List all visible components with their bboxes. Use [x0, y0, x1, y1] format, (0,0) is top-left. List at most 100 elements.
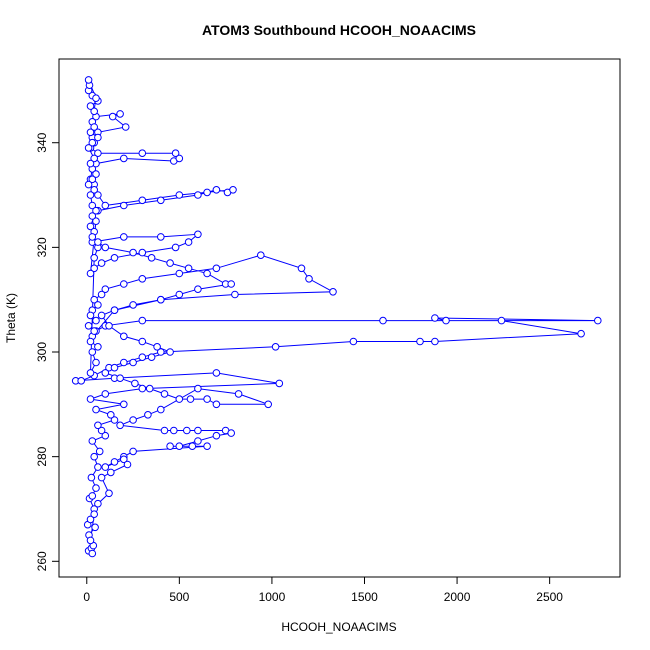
data-point [97, 473, 106, 482]
y-tick-label: 340 [35, 132, 49, 152]
data-point [297, 264, 306, 273]
data-point [186, 395, 195, 403]
x-tick-label: 1000 [259, 590, 286, 604]
data-point [431, 337, 439, 346]
data-point [194, 285, 202, 294]
data-point [147, 253, 156, 262]
y-tick-label: 280 [35, 446, 49, 466]
data-point [212, 431, 221, 440]
data-point [94, 421, 102, 430]
data-point [107, 468, 115, 477]
data-point [86, 128, 95, 137]
data-point [184, 264, 193, 273]
data-point [212, 186, 221, 194]
data-point [92, 316, 100, 325]
data-point [101, 390, 110, 398]
data-point [160, 390, 169, 398]
data-point [110, 416, 119, 424]
data-point [84, 322, 93, 330]
data-point [175, 154, 184, 163]
data-point [92, 206, 100, 215]
data-point [110, 253, 119, 262]
data-point [97, 259, 106, 267]
data-point [94, 238, 102, 246]
data-point [212, 400, 221, 409]
series-layer [71, 76, 602, 558]
data-point [90, 107, 98, 116]
data-point [110, 458, 119, 466]
data-point [90, 264, 98, 273]
y-tick-label: 300 [35, 342, 49, 362]
data-point [86, 191, 95, 199]
data-point [229, 186, 237, 194]
data-point [88, 212, 97, 220]
data-point [110, 306, 119, 315]
data-point [144, 411, 152, 419]
data-point [86, 269, 95, 278]
data-point [175, 269, 184, 278]
data-point [88, 492, 97, 500]
data-point [120, 201, 128, 210]
data-point [123, 460, 132, 469]
data-point [203, 269, 211, 278]
data-point [86, 337, 95, 346]
data-point [110, 363, 119, 372]
data-point [92, 217, 100, 225]
data-point [194, 230, 202, 239]
data-point [194, 426, 202, 435]
data-point [175, 442, 184, 451]
data-point [94, 301, 102, 309]
data-point [101, 285, 110, 294]
data-point [116, 421, 124, 430]
data-point [257, 251, 265, 259]
data-point [234, 390, 243, 398]
data-point [138, 384, 147, 393]
data-point [90, 327, 98, 335]
data-point [138, 248, 147, 257]
data-point [86, 536, 95, 545]
data-point [90, 123, 98, 131]
data-point [203, 188, 211, 197]
data-point [379, 316, 387, 325]
data-point [90, 253, 98, 262]
data-point [264, 400, 273, 409]
data-point [271, 343, 280, 351]
data-point [442, 316, 450, 325]
data-point [138, 149, 147, 157]
data-point [157, 295, 165, 304]
data-point [166, 442, 174, 451]
data-point [194, 191, 202, 199]
data-point [107, 411, 115, 419]
data-point [88, 175, 97, 184]
data-point [166, 259, 174, 267]
data-point [77, 377, 85, 385]
data-point [138, 275, 147, 283]
data-point [212, 369, 221, 377]
data-point [194, 437, 202, 445]
y-tick-label: 260 [35, 551, 49, 571]
data-point [171, 243, 180, 252]
data-point [90, 186, 98, 194]
data-point [175, 290, 184, 299]
data-point [90, 154, 98, 163]
data-point [120, 332, 128, 341]
data-point [212, 264, 221, 273]
data-point [577, 329, 585, 338]
data-point [86, 222, 95, 231]
data-point [86, 159, 95, 168]
data-point [116, 110, 124, 118]
x-tick-label: 0 [83, 590, 90, 604]
data-point [129, 301, 137, 309]
data-point [203, 442, 211, 451]
data-point [90, 295, 98, 304]
x-tick-label: 2500 [536, 590, 563, 604]
data-point [116, 374, 124, 383]
data-point [121, 123, 130, 131]
data-point [157, 405, 165, 414]
data-point [101, 243, 110, 252]
data-point [120, 233, 128, 241]
data-point [101, 431, 110, 440]
data-point [184, 238, 193, 246]
data-point [94, 499, 102, 508]
x-axis: 0 500 1000 1500 2000 2500 [83, 576, 563, 604]
